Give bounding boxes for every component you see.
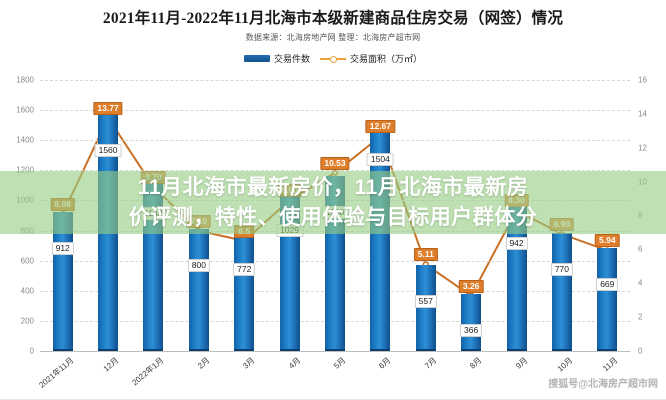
x-tick-label: 8月 (468, 355, 484, 371)
watermark: 搜狐号@北海房产超市网 (548, 379, 658, 390)
bar-value-label: 1504 (366, 152, 394, 166)
y-tick-left: 0 (29, 346, 34, 356)
y-tick-right: 4 (638, 278, 643, 288)
x-tick-label: 7月 (422, 355, 439, 371)
y-tick-right: 2 (638, 312, 643, 322)
y-tick-right: 14 (638, 109, 647, 119)
line-value-label: 5.94 (595, 234, 620, 248)
legend-label-line: 交易面积（万㎡） (350, 54, 423, 64)
legend-label-bars: 交易件数 (273, 54, 310, 64)
chart-title: 2021年11月-2022年11月北海市本级新建商品住房交易（网签）情况 (102, 10, 564, 27)
line-value-label: 3.26 (458, 279, 484, 293)
y-tick-right: 12 (638, 143, 647, 153)
bar-10月[interactable] (551, 233, 572, 351)
bar-8月[interactable] (461, 293, 482, 351)
bar-value-label: 669 (596, 278, 619, 292)
x-tick-label: 2021年11月 (37, 355, 76, 390)
line-value-label: 10.53 (320, 156, 350, 170)
x-axis: 2021年11月 12月 2022年1月 2月 3月 4月 5月 6月 7月 8月 9月 10月 11月 (37, 351, 630, 395)
bar-value-label: 366 (460, 323, 483, 337)
x-tick-label: 4月 (286, 355, 303, 371)
bar-11月[interactable] (597, 248, 618, 351)
bar-value-label: 942 (505, 237, 528, 251)
promo-overlay-band (0, 171, 666, 234)
y-tick-left: 600 (20, 256, 34, 266)
x-tick-label: 2月 (195, 355, 212, 371)
chart-subtitle: 数据来源：北海房地产网 整理：北海房产超市网 (245, 33, 421, 42)
gridline (40, 110, 630, 112)
bar-3月[interactable] (234, 232, 255, 351)
bar-value-label: 772 (233, 262, 256, 276)
bar-value-label: 557 (414, 295, 437, 309)
y-tick-left: 1600 (16, 105, 34, 115)
legend-item-bars[interactable]: 交易件数 (243, 52, 310, 65)
bar-value-label: 1560 (94, 144, 122, 158)
bar-value-label: 800 (187, 258, 210, 272)
bar-2月[interactable] (188, 228, 209, 351)
gridline (40, 351, 630, 352)
legend-bar-swatch-icon (243, 55, 270, 62)
gridline (40, 140, 630, 142)
y-tick-right: 16 (638, 75, 647, 85)
x-tick-label: 12月 (101, 355, 121, 374)
line-value-label: 5.11 (413, 248, 438, 262)
legend-item-line[interactable]: 交易面积（万㎡） (320, 52, 422, 65)
x-tick-label: 9月 (513, 355, 529, 371)
x-tick-label: 10月 (555, 355, 575, 374)
x-tick-label: 2022年1月 (130, 355, 166, 388)
y-tick-right: 0 (638, 346, 643, 356)
y-tick-left: 400 (20, 286, 34, 296)
gridline (40, 170, 630, 172)
line-value-label: 12.67 (365, 120, 396, 134)
y-tick-right: 6 (638, 244, 643, 254)
bar-value-label: 912 (51, 241, 74, 255)
line-value-label: 13.77 (93, 101, 123, 115)
legend-line-swatch-icon (320, 55, 346, 63)
y-tick-left: 200 (20, 316, 34, 326)
gridline (40, 80, 630, 81)
y-tick-left: 1800 (16, 75, 34, 85)
x-tick-label: 3月 (241, 355, 257, 371)
y-tick-left: 1200 (16, 166, 34, 175)
chart-legend: 交易件数 交易面积（万㎡） (0, 52, 666, 65)
bar-value-label: 770 (550, 263, 574, 277)
x-tick-label: 6月 (377, 355, 393, 371)
x-tick-label: 11月 (601, 355, 620, 374)
y-tick-left: 1400 (16, 135, 34, 145)
x-tick-label: 5月 (332, 355, 348, 371)
